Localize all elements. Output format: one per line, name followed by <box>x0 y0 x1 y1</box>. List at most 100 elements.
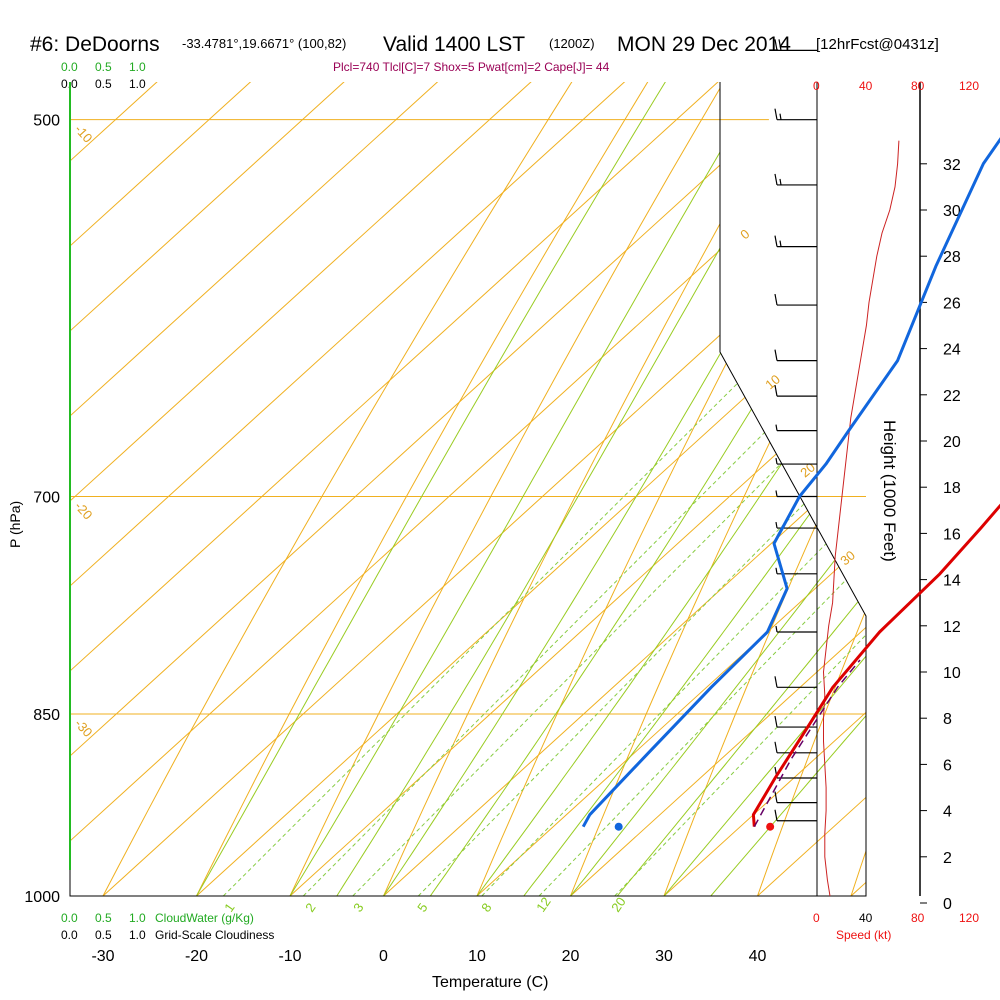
isotherm--60 <box>70 82 866 896</box>
height-tick-14: 14 <box>943 573 961 590</box>
speed-axis-label: Speed (kt) <box>836 928 891 942</box>
isotherm-label: -10 <box>72 122 96 146</box>
moist-adiabat <box>196 82 866 896</box>
temperature-tick-30: 30 <box>655 948 673 965</box>
wind-barb-half <box>775 457 778 465</box>
isotherm-50 <box>850 82 866 896</box>
station-coords: -33.4781°,19.6671° (100,82) <box>182 36 346 51</box>
pressure-tick-850: 850 <box>33 707 60 724</box>
forecast-run: [12hrFcst@0431z] <box>816 36 939 53</box>
wind-speed-profile <box>822 140 900 897</box>
wind-barb <box>775 490 817 498</box>
moist-adiabat <box>336 82 866 896</box>
wind-barb <box>774 676 817 688</box>
temperature-tick-0: 0 <box>379 948 388 965</box>
mixing-ratio-label: 3 <box>350 900 366 915</box>
mixing-ratio-label: 5 <box>414 900 430 915</box>
wind-barb <box>774 349 817 362</box>
cloudwater-scale-top-2: 1.0 <box>129 60 146 74</box>
cloudwater-scale-top-0: 0.0 <box>61 60 78 74</box>
wind-barb <box>774 715 817 728</box>
speed-top-120: 120 <box>959 79 979 93</box>
mixing-ratio-5 <box>417 82 866 896</box>
cloudwater-scale-top-1: 0.5 <box>95 60 112 74</box>
wind-barb-flag <box>774 676 778 688</box>
wind-barb <box>774 741 817 754</box>
isotherm--50 <box>70 82 866 896</box>
dry-adiabat-lines <box>102 82 866 896</box>
wind-barb-half <box>775 625 778 633</box>
isotherm--90 <box>70 82 866 896</box>
mixing-ratio-8 <box>481 82 866 896</box>
cloudiness-label: Grid-Scale Cloudiness <box>155 928 274 942</box>
isotherm--20 <box>196 82 866 896</box>
cloudiness-scale-top-1: 0.5 <box>95 77 112 91</box>
isobar-lines <box>70 119 866 897</box>
sfc-dewpoint <box>614 822 623 831</box>
moist-adiabat <box>383 82 866 896</box>
isotherm--80 <box>70 82 866 896</box>
wind-barb-half <box>779 178 782 186</box>
height-tick-12: 12 <box>943 619 961 636</box>
moist-adiabat-lines <box>196 82 866 896</box>
speed-top-40: 40 <box>859 79 873 93</box>
wind-barb-flag <box>774 293 778 306</box>
height-tick-32: 32 <box>943 157 961 174</box>
moist-adiabat <box>663 82 866 896</box>
temperature-tick--20: -20 <box>185 948 208 965</box>
mixing-ratio-label: 2 <box>302 900 318 915</box>
moist-adiabat <box>523 82 866 896</box>
dry-adiabat <box>757 82 866 896</box>
wind-barb <box>774 809 817 822</box>
temperature-tick-20: 20 <box>562 948 580 965</box>
temperature-tick-10: 10 <box>468 948 486 965</box>
height-axis-label: Height (1000 Feet) <box>880 420 899 562</box>
dry-adiabat <box>102 82 866 896</box>
wind-barb <box>775 424 817 432</box>
mixing-ratio-3 <box>352 82 866 896</box>
mixing-ratio-12 <box>538 82 866 896</box>
wind-barb-half <box>775 521 778 529</box>
cloudiness-scale-0: 0.0 <box>61 928 78 942</box>
speed-top-80: 80 <box>911 79 925 93</box>
isotherm--100 <box>70 82 866 896</box>
sfc-temperature <box>766 822 775 831</box>
height-tick-0: 0 <box>943 896 952 913</box>
height-tick-6: 6 <box>943 757 952 774</box>
profile-parcel <box>753 659 861 828</box>
wind-barb <box>775 457 817 465</box>
wind-barbs <box>774 39 817 822</box>
valid-time: Valid 1400 LST <box>383 33 525 56</box>
cloudiness-scale-top-2: 1.0 <box>129 77 146 91</box>
stability-indices: Plcl=740 Tlcl[C]=7 Shox=5 Pwat[cm]=2 Cap… <box>333 60 610 74</box>
isotherm-0 <box>383 82 866 896</box>
moist-adiabat <box>429 82 866 896</box>
dry-adiabat <box>850 82 866 896</box>
dry-adiabat <box>196 82 866 896</box>
cloudiness-scale-2: 1.0 <box>129 928 146 942</box>
cloudwater-scale-1: 0.5 <box>95 911 112 925</box>
speed-bottom-40: 40 <box>859 911 873 925</box>
isotherm--30 <box>102 82 866 896</box>
isotherm--110 <box>70 82 866 896</box>
cloudiness-scale-1: 0.5 <box>95 928 112 942</box>
temperature-tick--10: -10 <box>278 948 301 965</box>
wind-barb <box>774 108 817 121</box>
height-tick-18: 18 <box>943 480 961 497</box>
wind-barb-flag <box>774 791 778 803</box>
height-tick-2: 2 <box>943 850 952 867</box>
wind-barb-flag <box>774 809 778 821</box>
moist-adiabat <box>616 82 866 896</box>
height-tick-8: 8 <box>943 711 952 728</box>
temperature-tick--30: -30 <box>91 948 114 965</box>
isotherm--40 <box>70 82 866 896</box>
isotherm-40 <box>757 82 866 896</box>
height-tick-26: 26 <box>943 295 961 312</box>
wind-barb-flag <box>774 385 778 397</box>
isotherm-lines <box>70 82 866 896</box>
moist-adiabat <box>710 82 866 896</box>
temperature-tick-40: 40 <box>749 948 767 965</box>
pressure-tick-1000: 1000 <box>24 889 60 906</box>
utc-time: (1200Z) <box>549 36 595 51</box>
